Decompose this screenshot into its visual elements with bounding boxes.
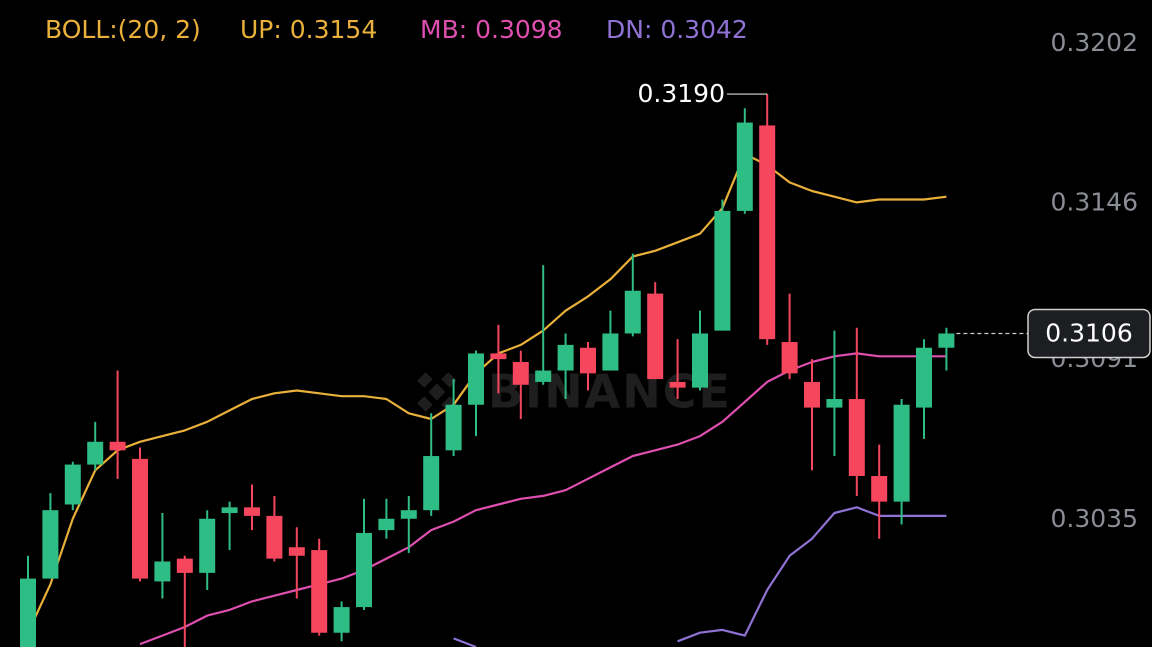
candle-body (535, 370, 552, 382)
candle-body (781, 342, 798, 374)
candle-body (176, 558, 193, 573)
candle-body (669, 381, 686, 388)
boll-line (453, 506, 947, 647)
candle-body (893, 404, 910, 502)
legend-entry: UP: 0.3154 (240, 15, 377, 44)
candle-body (714, 210, 731, 331)
candle-body (624, 290, 641, 334)
candle-body (848, 399, 865, 476)
candle-body (400, 510, 417, 519)
legend-entry: DN: 0.3042 (606, 15, 748, 44)
last-price-box (1027, 308, 1151, 359)
candle-body (87, 441, 104, 465)
candle-body (266, 515, 283, 559)
y-tick-label: 0.3035 (1051, 504, 1138, 533)
candle-body (42, 510, 59, 579)
candle-body (512, 361, 529, 385)
candle-body (109, 441, 126, 451)
candle-body (490, 353, 507, 360)
y-tick-label: 0.3146 (1051, 187, 1138, 216)
candle-body (132, 458, 148, 579)
last-price-label: 0.3106 (1045, 318, 1132, 347)
candle-body (804, 381, 820, 408)
candle-body (871, 475, 888, 502)
candle-body (580, 347, 596, 374)
candle-body (333, 607, 350, 633)
candle-body (311, 550, 328, 633)
candle-body (199, 518, 216, 573)
candle-body (244, 507, 260, 516)
plot (20, 94, 955, 647)
candle-body (736, 122, 753, 211)
candle-body (64, 464, 81, 505)
candle-body (445, 404, 462, 451)
high-label: 0.3190 (638, 79, 725, 108)
candle-body (423, 456, 440, 511)
candle-body (221, 507, 238, 514)
candle-body (647, 293, 664, 380)
boll-line (27, 152, 947, 634)
candle-body (20, 578, 36, 647)
candle-body (468, 353, 484, 405)
candle-body (916, 347, 932, 408)
indicator-label: BOLL:(20, 2) (45, 15, 201, 44)
candle-body (288, 547, 305, 556)
candle-body (692, 333, 708, 388)
candle-body (378, 518, 395, 531)
candle-body (557, 344, 574, 371)
candle-body (759, 125, 776, 340)
candle-body (826, 399, 843, 408)
candle-body (602, 333, 619, 371)
candle-body (356, 532, 372, 608)
candle-body (938, 333, 955, 348)
y-tick-label: 0.3202 (1051, 28, 1138, 57)
legend-entry: MB: 0.3098 (420, 15, 563, 44)
candle-body (154, 561, 171, 582)
